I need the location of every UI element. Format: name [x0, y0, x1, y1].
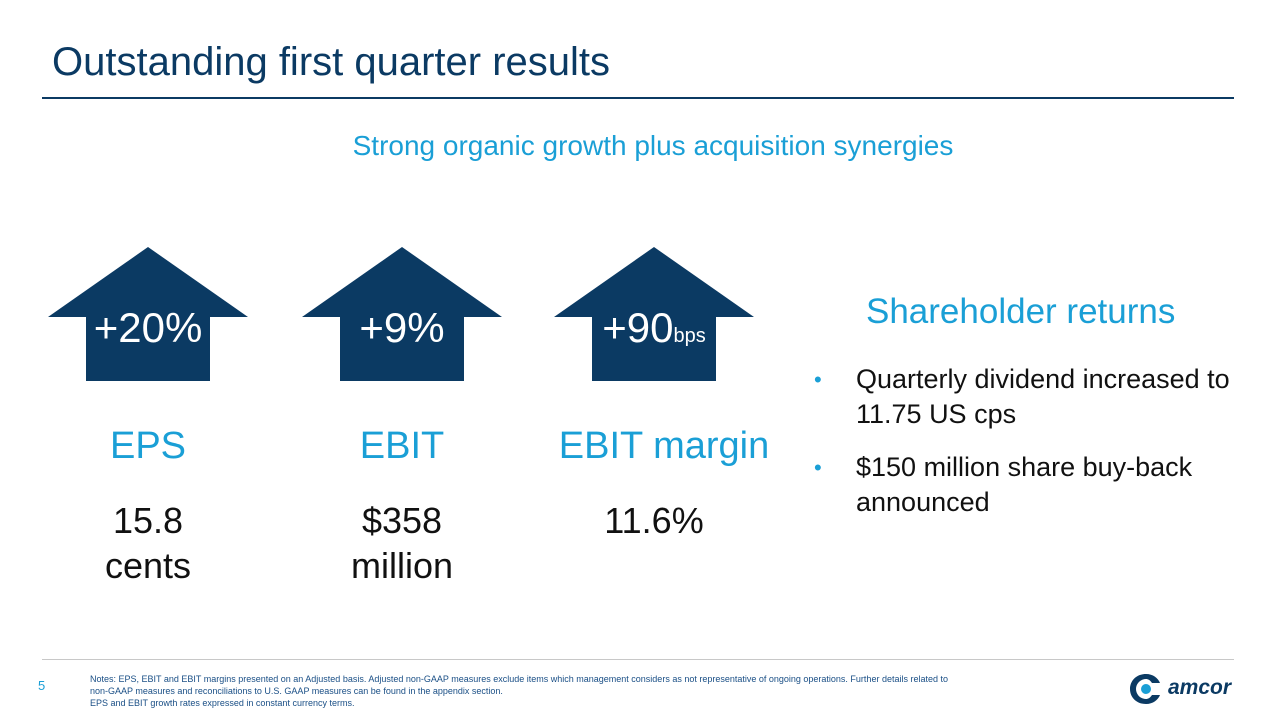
eps-value-line2: cents — [104, 545, 192, 586]
ebit-label: EBIT — [359, 425, 445, 467]
eps-change-value: +20% — [93, 304, 203, 351]
ebit-change: +9% — [302, 304, 502, 352]
list-item: • Quarterly dividend increased to 11.75 … — [814, 362, 1244, 432]
ebit-value: $358 million — [302, 498, 502, 588]
up-arrow-icon — [554, 247, 754, 381]
ebit-margin-value: 11.6% — [554, 498, 754, 543]
amcor-logo: amcor — [1128, 672, 1238, 706]
shareholder-returns-title: Shareholder returns — [866, 292, 1176, 331]
ebit-value-line2: million — [350, 545, 454, 586]
ebit-margin-change: +90bps — [554, 304, 754, 352]
ebit-margin-label: EBIT margin — [558, 425, 770, 467]
footnote-line: non-GAAP measures and reconciliations to… — [90, 686, 503, 696]
footnotes: Notes: EPS, EBIT and EBIT margins presen… — [90, 673, 1120, 709]
bullet-text: Quarterly dividend increased to 11.75 US… — [856, 364, 1230, 429]
up-arrow-icon — [302, 247, 502, 381]
page-title: Outstanding first quarter results — [52, 40, 611, 84]
list-item: • $150 million share buy-back announced — [814, 450, 1244, 520]
up-arrow-ebit-margin: +90bps — [554, 247, 754, 381]
bullet-icon: • — [814, 455, 822, 480]
page-number: 5 — [38, 678, 46, 693]
title-divider — [42, 97, 1234, 99]
eps-label: EPS — [109, 425, 187, 467]
up-arrow-ebit: +9% — [302, 247, 502, 381]
shareholder-bullet-list: • Quarterly dividend increased to 11.75 … — [814, 362, 1244, 538]
ebit-change-value: +9% — [359, 304, 445, 351]
eps-value: 15.8 cents — [48, 498, 248, 588]
footnote-line: EPS and EBIT growth rates expressed in c… — [90, 698, 355, 708]
eps-value-line1: 15.8 — [112, 500, 184, 541]
up-arrow-eps: +20% — [48, 247, 248, 381]
footnote-line: Notes: EPS, EBIT and EBIT margins presen… — [90, 674, 948, 684]
amcor-wordmark: amcor — [1168, 676, 1232, 699]
bullet-icon: • — [814, 367, 822, 392]
ebit-margin-change-value: +90 — [602, 304, 674, 351]
ebit-margin-value-line1: 11.6% — [604, 500, 704, 541]
footer-divider — [42, 659, 1234, 660]
eps-change: +20% — [48, 304, 248, 352]
page-subtitle: Strong organic growth plus acquisition s… — [352, 130, 954, 161]
ebit-value-line1: $358 — [361, 500, 443, 541]
up-arrow-icon — [48, 247, 248, 381]
ebit-margin-change-unit: bps — [673, 325, 706, 347]
bullet-text: $150 million share buy-back announced — [856, 452, 1193, 517]
amcor-logo-icon — [1130, 674, 1160, 704]
